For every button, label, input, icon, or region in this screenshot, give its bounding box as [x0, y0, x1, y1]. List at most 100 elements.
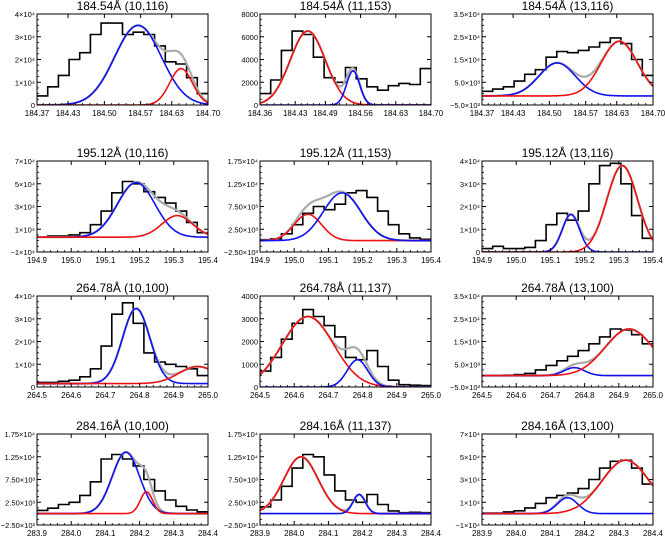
y-tick-label: 2.5×10⁴ — [454, 315, 480, 324]
panel-5: 195.12Å (11,153) 194.9 195.0 195.1 195.2 195.… — [224, 145, 442, 265]
y-tick-label: 4×10⁴ — [15, 10, 35, 19]
y-tick-label: 0 — [476, 248, 480, 257]
x-tick-label: 264.9 — [387, 391, 408, 400]
x-tick-label: 195.1 — [95, 256, 116, 265]
y-tick-label: −1×10⁴ — [11, 248, 36, 257]
x-tick-label: 195.4 — [643, 256, 664, 265]
x-tick-label: 195.2 — [575, 256, 596, 265]
y-tick-label: 3.5×10⁴ — [454, 10, 480, 19]
x-tick-label: 284.3 — [609, 529, 630, 538]
red-component-curve — [482, 328, 653, 377]
x-tick-label: 264.5 — [250, 391, 271, 400]
x-tick-label: 264.6 — [61, 391, 82, 400]
y-tick-label: 1×10⁴ — [15, 225, 35, 234]
x-tick-label: 264.7 — [95, 391, 116, 400]
x-tick-label: 265.0 — [198, 391, 219, 400]
y-tick-label: 3×10⁴ — [15, 203, 35, 212]
x-tick-label: 284.2 — [130, 529, 151, 538]
x-tick-label: 184.43 — [501, 109, 526, 118]
x-tick-label: 264.8 — [575, 391, 596, 400]
x-tick-label: 184.56 — [348, 109, 373, 118]
x-tick-label: 284.1 — [318, 529, 339, 538]
y-tick-label: 5.0×10³ — [454, 78, 480, 87]
x-tick-label: 283.9 — [27, 529, 48, 538]
panel-title: 264.78Å (10,100) — [76, 280, 169, 295]
red-component-curve — [482, 164, 653, 252]
x-tick-label: 195.2 — [353, 256, 374, 265]
axes-frame — [36, 433, 209, 526]
blue-component-curve — [260, 70, 431, 105]
x-tick-label: 284.4 — [643, 529, 664, 538]
y-tick-label: 2×10⁴ — [460, 203, 480, 212]
axes-frame — [259, 13, 432, 106]
x-tick-label: 184.70 — [196, 109, 221, 118]
x-tick-label: 195.2 — [130, 256, 151, 265]
observed-histogram — [260, 30, 431, 95]
y-tick-label: 1.75×10⁴ — [227, 430, 258, 439]
y-tick-label: 3000 — [241, 315, 258, 324]
y-tick-label: 3.5×10⁴ — [454, 292, 480, 301]
x-tick-label: 264.6 — [506, 391, 527, 400]
x-tick-label: 284.2 — [353, 529, 374, 538]
panel-2: 184.54Å (11,153) 184.36 184.43 184.49 184.56… — [241, 0, 443, 118]
y-tick-label: 2.50×10³ — [228, 225, 258, 234]
y-tick-label: 3×10⁴ — [15, 315, 35, 324]
panel-title: 184.54Å (13,116) — [522, 0, 614, 13]
x-tick-label: 264.8 — [130, 391, 151, 400]
blue-component-curve — [260, 358, 431, 387]
panel-title: 264.78Å (11,137) — [300, 280, 392, 295]
axes-frame — [36, 160, 209, 253]
red-component-curve — [37, 365, 208, 385]
y-tick-label: 2.50×10³ — [5, 498, 35, 507]
y-tick-label: 2×10⁴ — [15, 338, 35, 347]
axes-frame — [481, 160, 654, 253]
y-tick-label: 1×10⁴ — [460, 225, 480, 234]
panel-8: 264.78Å (11,137) 264.5 264.6 264.7 264.8 264.… — [241, 280, 441, 400]
blue-component-curve — [482, 213, 653, 252]
x-tick-label: 264.5 — [472, 391, 493, 400]
y-tick-label: 3×10⁴ — [460, 180, 480, 189]
y-tick-label: −2.50×10³ — [224, 248, 259, 257]
y-tick-label: 7.50×10³ — [228, 476, 258, 485]
x-tick-label: 283.9 — [250, 529, 271, 538]
x-tick-label: 184.37 — [25, 109, 50, 118]
x-tick-label: 184.63 — [384, 109, 409, 118]
blue-component-curve — [260, 192, 431, 242]
x-tick-label: 264.6 — [284, 391, 305, 400]
x-tick-label: 195.3 — [387, 256, 408, 265]
x-tick-label: 195.3 — [609, 256, 630, 265]
y-tick-label: −2.50×10³ — [1, 521, 36, 530]
x-tick-label: 195.3 — [164, 256, 185, 265]
x-tick-label: 184.63 — [604, 109, 629, 118]
x-tick-label: 195.0 — [284, 256, 305, 265]
y-tick-label: −2.50×10³ — [224, 521, 259, 530]
x-tick-label: 284.4 — [421, 529, 442, 538]
x-tick-label: 184.37 — [470, 109, 495, 118]
x-tick-label: 264.5 — [27, 391, 48, 400]
y-tick-label: 7×10⁴ — [15, 157, 35, 166]
x-tick-label: 195.1 — [318, 256, 339, 265]
panel-title: 195.12Å (10,116) — [77, 145, 169, 160]
axes-frame — [481, 13, 654, 106]
total-fit-curve — [260, 455, 431, 515]
red-component-curve — [37, 67, 208, 105]
panel-1: 184.54Å (10,116) 184.37 184.43 184.50 184.57… — [15, 0, 221, 118]
y-tick-label: 5.0×10³ — [454, 360, 480, 369]
y-tick-label: 0 — [254, 383, 258, 392]
observed-histogram — [482, 459, 653, 514]
x-tick-label: 284.2 — [575, 529, 596, 538]
panel-9: 264.78Å (13,100) 264.5 264.6 264.7 264.8 264.… — [450, 280, 664, 400]
y-tick-label: 2.50×10³ — [228, 498, 258, 507]
y-tick-label: 0 — [31, 101, 35, 110]
x-tick-label: 184.43 — [56, 109, 81, 118]
x-tick-label: 184.57 — [128, 109, 153, 118]
x-tick-label: 184.57 — [573, 109, 598, 118]
observed-histogram — [482, 37, 653, 93]
panel-title: 284.16Å (13,100) — [521, 418, 614, 433]
red-component-curve — [260, 213, 431, 242]
x-tick-label: 284.0 — [61, 529, 82, 538]
y-tick-label: −1×10⁴ — [456, 521, 481, 530]
blue-component-curve — [260, 493, 431, 515]
x-tick-label: 264.7 — [318, 391, 339, 400]
